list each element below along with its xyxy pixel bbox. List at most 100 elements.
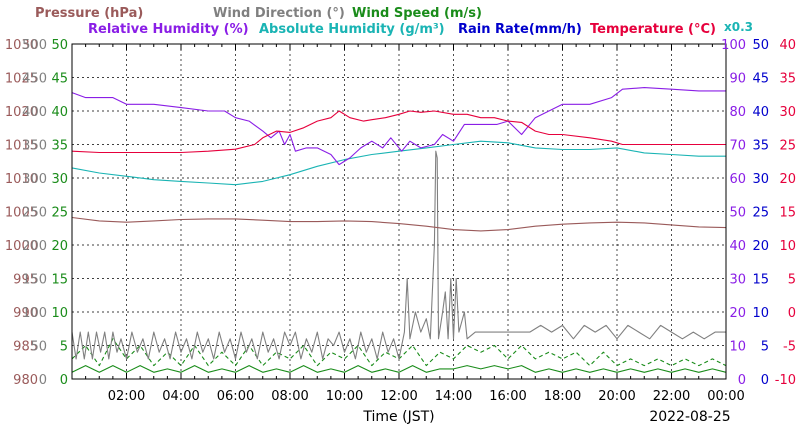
- y-tick-label-temperature: 20: [779, 172, 796, 187]
- y-tick-label-humidity: 90: [729, 72, 746, 87]
- chart-date: 2022-08-25: [649, 409, 730, 425]
- y-tick-labels: 9809859909951000100510101015102010251030…: [5, 38, 796, 388]
- y-tick-label-rain-rate: 5: [761, 340, 769, 355]
- y-tick-label-wind-speed: 50: [51, 38, 68, 53]
- y-tick-label-rain-rate: 10: [752, 306, 769, 321]
- y-tick-label-temperature: 10: [779, 239, 796, 254]
- series-layer: [71, 87, 727, 373]
- y-tick-label-humidity: 70: [729, 139, 746, 154]
- legend-rain-rate: Rain Rate(mm/h): [458, 22, 582, 37]
- y-tick-label-humidity: 30: [729, 273, 746, 288]
- legend-absolute-humidity: Absolute Humidity (g/m³): [259, 22, 445, 37]
- x-tick-label: 00:00: [707, 389, 744, 404]
- y-tick-label-wind-direction: 50: [30, 340, 47, 355]
- x-axis-label: Time (JST): [362, 409, 434, 425]
- y-tick-label-rain-rate: 35: [752, 139, 769, 154]
- y-tick-label-temperature: 0: [788, 306, 796, 321]
- y-tick-label-wind-direction: 500: [22, 38, 47, 53]
- y-tick-label-wind-speed: 30: [51, 172, 68, 187]
- x-tick-label: 22:00: [653, 389, 690, 404]
- y-tick-label-wind-direction: 150: [22, 273, 47, 288]
- y-tick-label-temperature: 15: [779, 206, 796, 221]
- series-line-relative-humidity: [71, 87, 726, 166]
- y-tick-label-wind-direction: 350: [22, 139, 47, 154]
- y-tick-label-pressure: 1005: [5, 206, 38, 221]
- y-tick-label-pressure: 995: [13, 273, 38, 288]
- y-tick-label-wind-direction: 400: [22, 105, 47, 120]
- y-tick-label-rain-rate: 40: [752, 105, 769, 120]
- y-tick-label-rain-rate: 0: [761, 373, 769, 388]
- x-tick-label: 10:00: [326, 389, 363, 404]
- y-tick-label-wind-direction: 300: [22, 172, 47, 187]
- series-line-absolute-humidity: [71, 140, 726, 186]
- y-tick-label-pressure: 1020: [5, 105, 38, 120]
- y-tick-label-wind-speed: 0: [60, 373, 68, 388]
- y-tick-label-temperature: 30: [779, 105, 796, 120]
- y-tick-label-humidity: 100: [721, 38, 746, 53]
- y-tick-label-wind-direction: 450: [22, 72, 47, 87]
- x-tick-label: 20:00: [598, 389, 635, 404]
- y-tick-label-wind-direction: 250: [22, 206, 47, 221]
- y-tick-label-pressure: 1010: [5, 172, 38, 187]
- y-tick-label-pressure: 1025: [5, 72, 38, 87]
- series-line-wind-speed-avg: [71, 365, 727, 373]
- y-tick-label-humidity: 80: [729, 105, 746, 120]
- y-tick-label-wind-direction: 0: [39, 373, 47, 388]
- legend-temperature: Temperature (°C): [590, 22, 716, 37]
- x-tick-labels: 02:00 04:00 06:00 08:00 10:00 12:00 14:00 16:00…: [108, 389, 745, 404]
- legend-multiplier: x0.3: [724, 20, 753, 34]
- y-tick-label-pressure: 1000: [5, 239, 38, 254]
- y-tick-label-wind-speed: 20: [51, 239, 68, 254]
- x-tick-label: 18:00: [544, 389, 581, 404]
- legend-wind-speed: Wind Speed (m/s): [352, 6, 482, 21]
- y-tick-label-pressure: 1030: [5, 38, 38, 53]
- y-tick-label-humidity: 20: [729, 306, 746, 321]
- y-tick-label-humidity: 10: [729, 340, 746, 355]
- y-tick-label-temperature: -5: [783, 340, 796, 355]
- y-tick-label-humidity: 50: [729, 206, 746, 221]
- legend-wind-direction: Wind Direction (°): [213, 6, 345, 21]
- series-line-wind-speed-max: [71, 338, 727, 367]
- y-tick-label-pressure: 1015: [5, 139, 38, 154]
- y-tick-label-wind-speed: 40: [51, 105, 68, 120]
- y-tick-label-rain-rate: 15: [752, 273, 769, 288]
- x-tick-label: 08:00: [271, 389, 308, 404]
- legend-pressure: Pressure (hPa): [35, 6, 143, 21]
- y-tick-label-rain-rate: 30: [752, 172, 769, 187]
- y-tick-label-wind-speed: 15: [51, 273, 68, 288]
- y-tick-label-pressure: 980: [13, 373, 38, 388]
- x-tick-label: 02:00: [108, 389, 145, 404]
- series-line-temperature: [71, 110, 726, 154]
- y-tick-label-pressure: 990: [13, 306, 38, 321]
- y-tick-label-wind-speed: 45: [51, 72, 68, 87]
- grid-layer: [72, 44, 726, 379]
- y-tick-label-rain-rate: 50: [752, 38, 769, 53]
- x-tick-label: 06:00: [217, 389, 254, 404]
- y-tick-label-temperature: -10: [775, 373, 796, 388]
- series-line-wind-direction: [71, 150, 726, 360]
- y-tick-label-humidity: 0: [738, 373, 746, 388]
- x-tick-label: 16:00: [489, 389, 526, 404]
- y-tick-label-rain-rate: 20: [752, 239, 769, 254]
- y-tick-label-pressure: 985: [13, 340, 38, 355]
- y-tick-label-rain-rate: 45: [752, 72, 769, 87]
- y-tick-label-temperature: 35: [779, 72, 796, 87]
- y-tick-label-wind-direction: 100: [22, 306, 47, 321]
- y-tick-label-temperature: 25: [779, 139, 796, 154]
- y-tick-label-wind-speed: 10: [51, 306, 68, 321]
- legend-relative-humidity: Relative Humidity (%): [88, 22, 249, 37]
- y-tick-label-humidity: 60: [729, 172, 746, 187]
- y-tick-label-wind-direction: 200: [22, 239, 47, 254]
- y-tick-label-wind-speed: 35: [51, 139, 68, 154]
- plot-frame: [71, 43, 727, 380]
- y-tick-label-temperature: 40: [779, 38, 796, 53]
- y-tick-label-temperature: 5: [788, 273, 796, 288]
- series-line-pressure: [71, 216, 727, 232]
- y-tick-label-rain-rate: 25: [752, 206, 769, 221]
- x-tick-label: 12:00: [380, 389, 417, 404]
- x-tick-label: 04:00: [162, 389, 199, 404]
- y-tick-label-wind-speed: 25: [51, 206, 68, 221]
- y-tick-label-wind-speed: 5: [60, 340, 68, 355]
